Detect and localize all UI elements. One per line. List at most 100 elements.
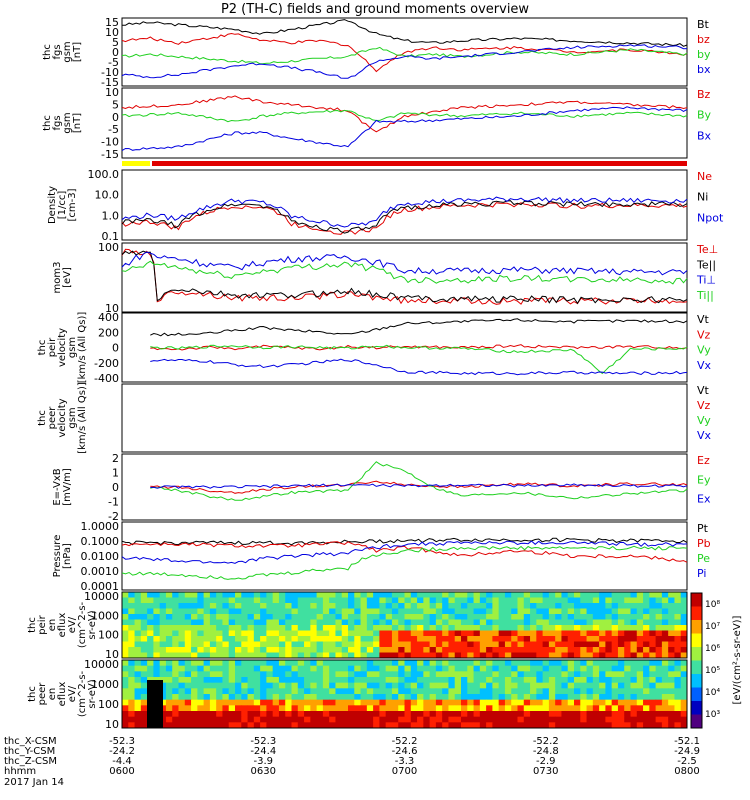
heatmap-cell [122,722,129,729]
heatmap-cell [410,716,418,723]
heatmap-cell [285,652,292,659]
heatmap-cell [517,652,525,659]
heatmap-cell [649,665,657,672]
heatmap-cell [605,660,613,667]
heatmap-cell [222,597,230,604]
heatmap-cell [530,619,537,626]
heatmap-cell [580,652,588,659]
heatmap-cell [561,694,569,701]
heatmap-cell [278,652,286,659]
heatmap-cell [329,608,336,615]
heatmap-cell [435,630,443,637]
heatmap-cell [498,682,506,689]
heatmap-cell [316,641,324,648]
heatmap-cell [235,711,242,718]
heatmap-cell [272,619,280,626]
heatmap-cell [391,716,399,723]
heatmap-cell [530,705,537,712]
y-axis-label-line: gsm [67,407,78,428]
heatmap-cell [630,619,638,626]
heatmap-cell [209,652,217,659]
heatmap-cell [574,699,581,706]
heatmap-cell [140,660,148,667]
heatmap-cell [391,647,399,653]
y-tick-label: -10 [101,136,119,149]
heatmap-cell [492,699,500,706]
heatmap-cell [561,619,569,626]
heatmap-cell [147,647,154,653]
time-axis-value: -2.9 [536,756,556,767]
heatmap-cell [354,608,362,615]
heatmap-cell [235,677,242,684]
heatmap-cell [429,652,437,659]
heatmap-cell [410,597,418,604]
heatmap-cell [134,705,142,712]
heatmap-cell [222,699,230,706]
heatmap-cell [191,660,198,667]
heatmap-cell [354,592,362,598]
heatmap-cell [228,682,236,689]
heatmap-cell [555,630,562,637]
heatmap-cell [643,671,650,678]
heatmap-cell [423,619,431,626]
heatmap-cell [442,711,449,718]
y-axis-label: thc peir en eflux eV/(cm^2-s-sr-eV) [27,601,98,648]
heatmap-cell [316,603,324,609]
heatmap-cell [241,660,249,667]
heatmap-cell [548,641,556,648]
heatmap-cell [668,636,675,642]
heatmap-cell [341,636,349,642]
heatmap-cell [341,682,349,689]
heatmap-cell [517,671,525,678]
heatmap-cell [423,608,431,615]
heatmap-cell [398,671,405,678]
heatmap-cell [329,647,336,653]
heatmap-cell [574,614,581,620]
heatmap-cell [184,716,192,723]
heatmap-cell [592,625,600,631]
heatmap-cell [335,619,343,626]
heatmap-cell [335,722,343,729]
heatmap-cell [260,636,267,642]
heatmap-cell [611,614,619,620]
heatmap-cell [310,608,318,615]
heatmap-cell [278,688,286,695]
heatmap-cell [235,722,242,729]
heatmap-cell [341,722,349,729]
heatmap-cell [548,682,556,689]
heatmap-cell [486,630,493,637]
heatmap-cell [423,688,431,695]
heatmap-cell [473,647,481,653]
heatmap-cell [586,682,594,689]
time-axis-value: -24.2 [109,746,135,757]
heatmap-cell [680,636,688,642]
y-tick-label: 0.0010 [81,565,120,578]
heatmap-cell [668,647,675,653]
heatmap-cell [329,722,336,729]
heatmap-cell [366,636,374,642]
y-tick-label: 100.0 [88,168,120,181]
heatmap-cell [391,694,399,701]
heatmap-cell [235,592,242,598]
heatmap-cell [624,699,631,706]
heatmap-cell [373,597,380,604]
heatmap-cell [216,716,223,723]
heatmap-cell [335,592,343,598]
heatmap-cell [511,641,518,648]
heatmap-cell [348,682,355,689]
heatmap-cell [636,688,644,695]
heatmap-cell [134,699,142,706]
heatmap-cell [360,682,368,689]
heatmap-cell [253,652,261,659]
heatmap-cell [379,665,387,672]
heatmap-cell [128,694,136,701]
heatmap-cell [241,641,249,648]
colorbar-tick: 10⁴ [705,688,720,698]
heatmap-cell [285,688,292,695]
heatmap-cell [322,647,330,653]
heatmap-cell [291,614,299,620]
y-axis-label-line: peir [37,614,48,634]
time-axis-row-label: thc_Y-CSM [4,746,55,757]
